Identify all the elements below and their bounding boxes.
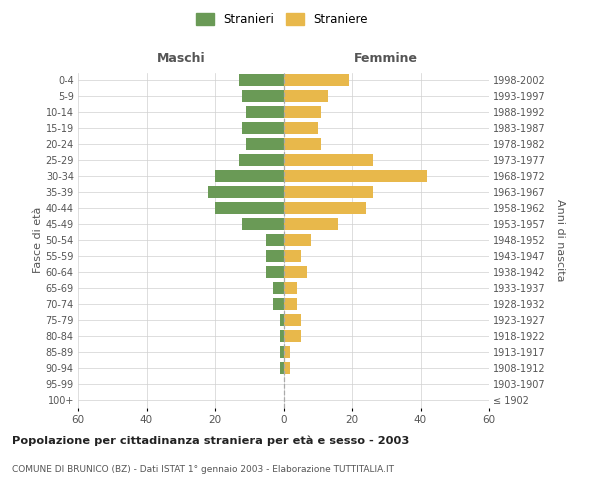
Bar xyxy=(284,218,338,230)
Bar xyxy=(284,362,290,374)
Text: Femmine: Femmine xyxy=(354,52,418,65)
Bar xyxy=(284,250,301,262)
Bar xyxy=(284,282,297,294)
Y-axis label: Fasce di età: Fasce di età xyxy=(32,207,43,273)
Bar xyxy=(284,314,301,326)
Bar xyxy=(215,202,284,214)
Bar xyxy=(284,330,301,342)
Y-axis label: Anni di nascita: Anni di nascita xyxy=(556,198,565,281)
Bar xyxy=(280,330,284,342)
Bar xyxy=(239,154,284,166)
Bar xyxy=(242,122,284,134)
Bar xyxy=(284,106,321,118)
Bar xyxy=(280,362,284,374)
Bar xyxy=(280,314,284,326)
Bar xyxy=(246,106,284,118)
Bar xyxy=(284,154,373,166)
Bar xyxy=(284,266,307,278)
Text: COMUNE DI BRUNICO (BZ) - Dati ISTAT 1° gennaio 2003 - Elaborazione TUTTITALIA.IT: COMUNE DI BRUNICO (BZ) - Dati ISTAT 1° g… xyxy=(12,465,394,474)
Bar xyxy=(246,138,284,150)
Bar xyxy=(284,90,328,102)
Bar xyxy=(273,282,284,294)
Bar xyxy=(284,122,318,134)
Bar xyxy=(284,346,290,358)
Bar xyxy=(284,138,321,150)
Bar xyxy=(284,74,349,86)
Bar xyxy=(239,74,284,86)
Bar xyxy=(284,170,427,182)
Bar xyxy=(273,298,284,310)
Bar xyxy=(284,298,297,310)
Bar xyxy=(215,170,284,182)
Text: Maschi: Maschi xyxy=(157,52,205,65)
Bar xyxy=(208,186,284,198)
Legend: Stranieri, Straniere: Stranieri, Straniere xyxy=(191,8,373,31)
Bar xyxy=(284,186,373,198)
Bar xyxy=(266,234,284,246)
Bar xyxy=(242,218,284,230)
Bar xyxy=(266,266,284,278)
Bar xyxy=(266,250,284,262)
Bar xyxy=(284,202,366,214)
Bar xyxy=(284,234,311,246)
Text: Popolazione per cittadinanza straniera per età e sesso - 2003: Popolazione per cittadinanza straniera p… xyxy=(12,435,409,446)
Bar xyxy=(242,90,284,102)
Bar xyxy=(280,346,284,358)
